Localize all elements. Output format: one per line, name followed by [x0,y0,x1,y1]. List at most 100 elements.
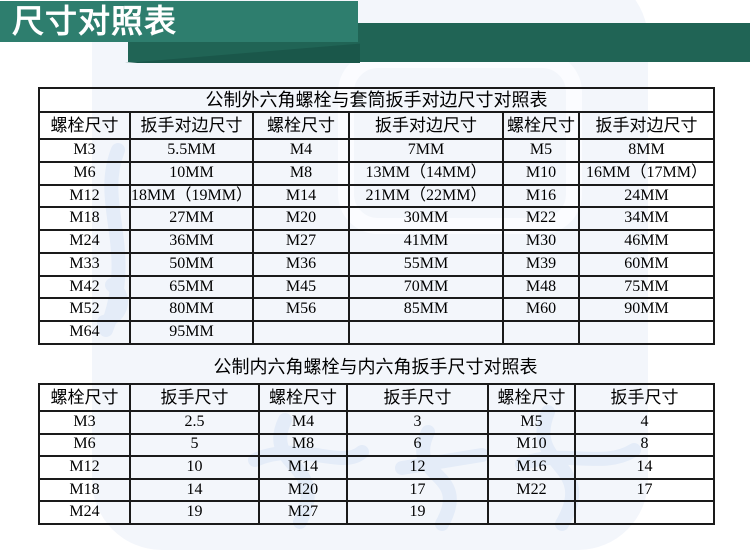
bolt-size-cell: M27 [252,229,350,254]
wrench-size-cell: 6 [346,432,489,458]
column-header: 螺栓尺寸 [258,383,348,412]
wrench-size-cell: 13MM（14MM） [348,160,504,186]
column-header: 螺栓尺寸 [38,383,131,412]
bolt-size-cell: M4 [258,410,348,435]
bolt-size-cell: M5 [487,410,576,435]
wrench-size-cell: 19 [129,500,260,525]
table-row: M6 5 M8 6 M10 8 [38,432,715,458]
bolt-size-cell: M18 [38,477,131,503]
table-title-row: 公制外六角螺栓与套筒扳手对边尺寸对照表 [37,87,716,113]
wrench-size-cell: 10 [129,455,260,480]
wrench-size-cell: 95MM [129,320,254,345]
bolt-size-cell: M52 [38,297,131,323]
bolt-size-cell: M36 [252,251,350,277]
wrench-size-cell: 24MM [577,183,716,209]
bolt-size-cell: M22 [487,477,576,503]
wrench-size-cell: 60MM [577,251,716,277]
table-row: M18 27MM M20 30MM M22 34MM [38,206,716,232]
bolt-size-cell: M6 [38,432,131,458]
wrench-size-cell: 4 [574,410,715,435]
column-header: 扳手尺寸 [574,383,715,412]
wrench-size-cell [348,320,504,345]
bolt-size-cell: M5 [502,138,580,163]
bolt-size-cell: M12 [38,455,131,480]
wrench-size-cell: 8 [574,432,715,458]
bolt-size-cell: M22 [502,206,580,232]
table-row: M52 80MM M56 85MM M60 90MM [38,297,716,323]
wrench-size-cell: 80MM [129,297,254,323]
column-header: 扳手对边尺寸 [129,111,254,140]
bolt-size-cell: M33 [38,251,131,277]
table-row: M33 50MM M36 55MM M39 60MM [38,251,716,277]
column-header: 螺栓尺寸 [487,383,576,412]
table-header-row: 螺栓尺寸 扳手尺寸 螺栓尺寸 扳手尺寸 螺栓尺寸 扳手尺寸 [38,383,715,412]
wrench-size-cell: 3 [346,410,489,435]
wrench-size-cell: 70MM [348,274,504,300]
bolt-size-cell: M30 [502,229,580,254]
bolt-size-cell: M24 [38,500,131,525]
column-header: 扳手对边尺寸 [577,111,716,140]
bolt-size-cell: M3 [38,410,131,435]
bolt-size-cell: M45 [252,274,350,300]
table-row: M12 18MM（19MM） M14 21MM（22MM） M16 24MM [38,183,716,209]
wrench-size-cell [577,320,716,345]
bolt-size-cell: M39 [502,251,580,277]
bolt-size-cell: M12 [38,183,131,209]
bolt-size-cell: M10 [502,160,580,186]
wrench-size-cell: 14 [129,477,260,503]
bolt-size-cell: M27 [258,500,348,525]
wrench-size-cell: 12 [346,455,489,480]
bolt-size-cell: M8 [252,160,350,186]
wrench-size-cell: 65MM [129,274,254,300]
wrench-size-cell: 5.5MM [129,138,254,163]
bolt-size-cell: M8 [258,432,348,458]
bolt-size-cell [252,320,350,345]
wrench-size-cell: 90MM [577,297,716,323]
bolt-size-cell: M20 [258,477,348,503]
column-header: 扳手对边尺寸 [348,111,504,140]
bolt-size-cell: M3 [38,138,131,163]
bolt-size-cell: M24 [38,229,131,254]
bolt-size-cell: M48 [502,274,580,300]
bolt-size-cell: M16 [502,183,580,209]
bolt-size-cell: M60 [502,297,580,323]
table-row: M12 10 M14 12 M16 14 [38,455,715,480]
table-header-row: 螺栓尺寸 扳手对边尺寸 螺栓尺寸 扳手对边尺寸 螺栓尺寸 扳手对边尺寸 [38,111,716,140]
wrench-size-cell: 5 [129,432,260,458]
bolt-size-cell: M10 [487,432,576,458]
wrench-size-cell: 8MM [577,138,716,163]
wrench-size-cell: 17 [574,477,715,503]
bolt-size-cell: M18 [38,206,131,232]
table-row: M6 10MM M8 13MM（14MM） M10 16MM（17MM） [38,160,716,186]
bolt-size-cell: M56 [252,297,350,323]
table2-title: 公制内六角螺栓与内六角扳手尺寸对照表 [213,357,538,377]
column-header: 螺栓尺寸 [38,111,131,140]
wrench-size-cell: 19 [346,500,489,525]
wrench-size-cell: 36MM [129,229,254,254]
hex-bolt-socket-wrench-table: 公制外六角螺栓与套筒扳手对边尺寸对照表 螺栓尺寸 扳手对边尺寸 螺栓尺寸 扳手对边尺寸螺… [37,87,716,345]
wrench-size-cell: 21MM（22MM） [348,183,504,209]
table-row: M24 19 M27 19 [38,500,715,525]
wrench-size-cell [574,500,715,525]
bolt-size-cell: M20 [252,206,350,232]
bolt-size-cell [502,320,580,345]
wrench-size-cell: 7MM [348,138,504,163]
wrench-size-cell: 50MM [129,251,254,277]
wrench-size-cell: 27MM [129,206,254,232]
bolt-size-cell: M64 [38,320,131,345]
table-row: M64 95MM [38,320,716,345]
wrench-size-cell: 75MM [577,274,716,300]
column-header: 扳手尺寸 [346,383,489,412]
table-row: M18 14 M20 17 M22 17 [38,477,715,503]
wrench-size-cell: 41MM [348,229,504,254]
column-header: 螺栓尺寸 [502,111,580,140]
column-header: 螺栓尺寸 [252,111,350,140]
wrench-size-cell: 30MM [348,206,504,232]
bolt-size-cell: M14 [252,183,350,209]
table-row: M24 36MM M27 41MM M30 46MM [38,229,716,254]
wrench-size-cell: 18MM（19MM） [129,183,254,209]
bolt-size-cell: M16 [487,455,576,480]
banner-title-block: 尺寸对照表 [0,1,358,42]
table-title: 公制外六角螺栓与套筒扳手对边尺寸对照表 [37,87,716,113]
wrench-size-cell: 16MM（17MM） [577,160,716,186]
